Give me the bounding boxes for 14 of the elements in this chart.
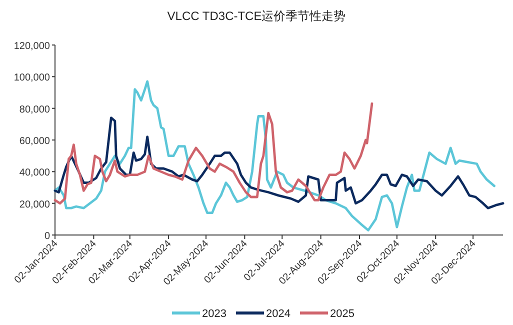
y-tick-label: 0: [44, 231, 50, 242]
legend-label: 2024: [266, 308, 290, 320]
y-tick-label: 80,000: [19, 104, 50, 116]
y-tick-label: 20,000: [19, 199, 50, 210]
y-tick-label: 40,000: [19, 168, 50, 179]
line-series: [54, 80, 496, 232]
legend-label: 2023: [202, 308, 226, 320]
line-series: [54, 102, 374, 205]
y-tick-label: 100,000: [14, 72, 50, 84]
legend-label: 2025: [330, 308, 354, 320]
line-series: [54, 116, 504, 210]
chart-title: VLCC TD3C-TCE运价季节性走势: [167, 9, 346, 23]
y-tick-label: 60,000: [19, 136, 50, 147]
y-tick-label: 120,000: [14, 41, 50, 52]
